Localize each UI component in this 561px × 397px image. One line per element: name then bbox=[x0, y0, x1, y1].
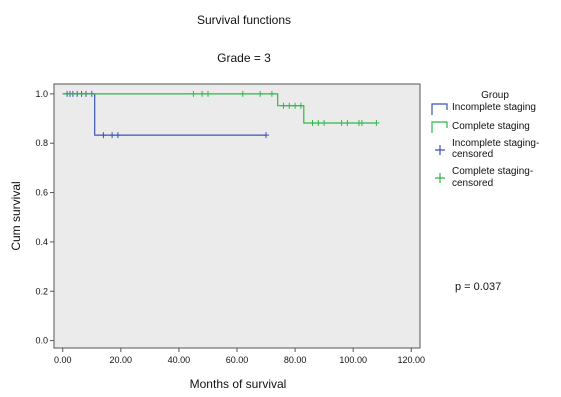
censored-marker-complete-staging bbox=[373, 120, 380, 126]
x-tick-label: 20.00 bbox=[110, 355, 133, 365]
legend-label-incomplete-censored: Incomplete staging- censored bbox=[452, 138, 542, 160]
y-tick-label: 1.0 bbox=[35, 89, 48, 99]
plot-series bbox=[62, 90, 380, 139]
censored-marker-complete-staging bbox=[344, 120, 351, 126]
legend-label-complete-staging: Complete staging bbox=[452, 121, 530, 132]
y-axis-label: Cum survival bbox=[9, 181, 23, 250]
y-tick-label: 0.2 bbox=[35, 286, 48, 296]
x-tick-label: 80.00 bbox=[284, 355, 307, 365]
y-tick-label: 0.0 bbox=[35, 336, 48, 346]
chart-title: Survival functions bbox=[197, 13, 291, 27]
censored-marker-incomplete-staging bbox=[263, 132, 269, 139]
censored-marker-complete-staging bbox=[286, 102, 293, 109]
censored-marker-complete-staging bbox=[292, 102, 299, 109]
legend-swatch-incomplete-staging bbox=[431, 103, 448, 115]
censored-marker-incomplete-staging bbox=[100, 132, 107, 139]
plot-area bbox=[53, 83, 421, 349]
censored-marker-complete-staging bbox=[268, 90, 275, 97]
censored-marker-complete-staging bbox=[309, 120, 316, 126]
y-tick-label: 0.6 bbox=[35, 188, 48, 198]
legend-title: Group bbox=[481, 90, 509, 101]
legend-label-complete-censored: Complete staging- censored bbox=[452, 166, 536, 189]
y-axis: 0.0 0.2 0.4 0.6 0.8 1.0 bbox=[35, 89, 54, 346]
x-tick-label: 60.00 bbox=[226, 355, 249, 365]
legend-label-incomplete-staging: Incomplete staging bbox=[452, 102, 536, 113]
censored-marker-complete-staging bbox=[280, 102, 287, 109]
legend-marker-incomplete-censored bbox=[435, 145, 445, 155]
censored-marker-complete-staging bbox=[315, 120, 322, 126]
legend-swatch-complete-staging bbox=[431, 121, 448, 133]
p-value-annotation: p = 0.037 bbox=[455, 281, 502, 293]
x-tick-label: 100.00 bbox=[339, 355, 367, 365]
y-tick-label: 0.8 bbox=[35, 138, 48, 148]
legend-marker-complete-censored bbox=[435, 173, 445, 183]
censored-marker-complete-staging bbox=[257, 90, 264, 97]
legend: Group Incomplete staging Complete stagin… bbox=[431, 90, 542, 189]
censored-marker-complete-staging bbox=[205, 90, 211, 97]
censored-marker-incomplete-staging bbox=[109, 132, 116, 139]
x-tick-label: 40.00 bbox=[168, 355, 191, 365]
censored-marker-complete-staging bbox=[199, 90, 206, 97]
chart-subtitle: Grade = 3 bbox=[217, 51, 271, 65]
censored-marker-complete-staging bbox=[338, 120, 345, 126]
x-axis-label: Months of survival bbox=[190, 377, 287, 391]
x-tick-label: 0.00 bbox=[54, 355, 72, 365]
censored-marker-complete-staging bbox=[358, 120, 365, 126]
y-tick-label: 0.4 bbox=[35, 237, 48, 247]
censored-marker-incomplete-staging bbox=[114, 132, 121, 139]
censored-marker-complete-staging bbox=[190, 90, 197, 97]
censored-marker-complete-staging bbox=[239, 90, 246, 97]
censored-marker-complete-staging bbox=[321, 120, 328, 126]
censored-marker-complete-staging bbox=[297, 102, 304, 109]
x-tick-label: 120.00 bbox=[398, 355, 426, 365]
x-axis: 0.00 20.00 40.00 60.00 80.00 100.00 120.00 bbox=[54, 348, 425, 365]
